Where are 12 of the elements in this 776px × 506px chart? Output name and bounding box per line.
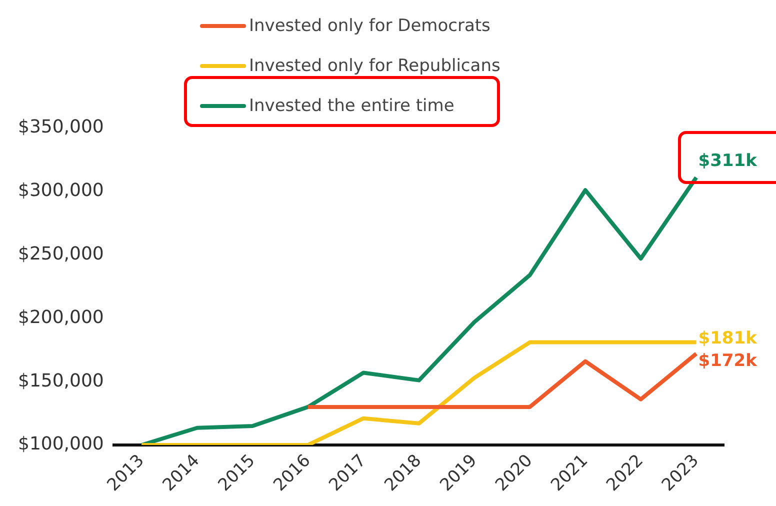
y-tick-label: $250,000 — [18, 243, 104, 264]
y-tick-label: $150,000 — [18, 370, 104, 392]
legend-label: Invested only for Democrats — [249, 16, 490, 36]
y-tick-label: $200,000 — [18, 306, 104, 328]
legend-label: Invested the entire time — [249, 96, 454, 116]
data-label: $181k — [698, 328, 758, 349]
data-label: $172k — [698, 351, 758, 372]
y-tick-label: $100,000 — [18, 434, 104, 455]
data-label: $311k — [698, 150, 758, 171]
legend-label: Invested only for Republicans — [249, 56, 500, 76]
y-tick-label: $300,000 — [18, 180, 104, 202]
y-tick-label: $350,000 — [18, 116, 104, 138]
